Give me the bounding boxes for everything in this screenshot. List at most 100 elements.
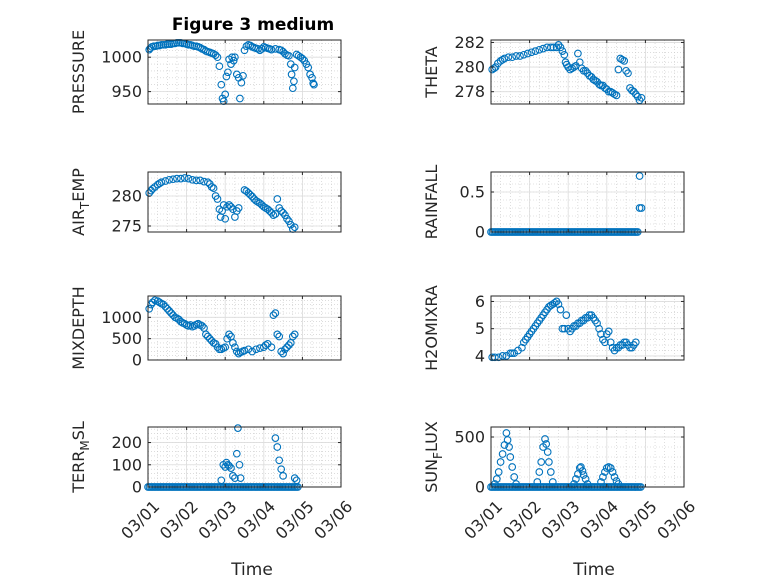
data-point: [275, 332, 284, 341]
data-point: [608, 89, 617, 97]
y-tick-label: 5: [475, 319, 485, 338]
data-point: [283, 343, 291, 352]
x-tick-label: 03/03: [537, 497, 583, 543]
data-point: [597, 330, 605, 338]
data-point: [512, 52, 520, 60]
y-axis-label: TERRMSL: [69, 421, 92, 494]
data-point: [229, 205, 237, 214]
data-point: [231, 343, 239, 352]
data-point: [601, 468, 609, 476]
data-point: [165, 40, 174, 48]
data-point: [232, 449, 241, 458]
data-point: [231, 53, 239, 62]
data-series: [144, 424, 302, 491]
data-point: [498, 352, 507, 360]
data-point: [620, 57, 629, 65]
minor-grid: [490, 426, 685, 488]
data-point: [180, 174, 189, 182]
data-point: [581, 475, 590, 483]
data-point: [629, 87, 638, 96]
data-point: [577, 64, 586, 73]
data-point: [546, 468, 555, 476]
data-point: [556, 305, 565, 314]
axes-box: [147, 295, 342, 361]
data-point: [545, 303, 553, 311]
data-point: [227, 464, 235, 472]
data-point: [631, 338, 640, 347]
data-point: [508, 53, 517, 62]
data-point: [275, 456, 284, 465]
data-point: [606, 464, 615, 472]
data-point: [176, 317, 185, 326]
x-tick-label: 03/04: [233, 497, 279, 543]
y-axis-label: RAINFALL: [422, 165, 441, 240]
data-point: [209, 184, 218, 193]
data-point: [180, 319, 189, 328]
data-point: [601, 338, 609, 347]
data-point: [574, 49, 582, 58]
data-point: [616, 54, 625, 63]
data-point: [256, 344, 264, 352]
data-point: [211, 51, 220, 59]
data-point: [308, 73, 316, 82]
data-point: [184, 174, 193, 183]
x-tick-label: 03/03: [194, 497, 240, 543]
data-point: [546, 301, 555, 310]
data-point: [242, 187, 251, 196]
data-point: [290, 77, 298, 86]
data-point: [176, 174, 185, 183]
data-point: [502, 429, 511, 437]
data-point: [221, 90, 230, 99]
y-axis-label: H2OMIXRA: [422, 285, 441, 371]
data-point: [223, 334, 231, 343]
subplot-pressure: 950 1000 PRESSURE: [69, 30, 342, 114]
data-point: [614, 65, 623, 74]
data-point: [159, 40, 168, 49]
data-series: [145, 38, 318, 106]
data-point: [222, 72, 231, 81]
x-axis-label-left: Time: [230, 560, 273, 580]
axes-box: [147, 171, 342, 233]
data-point: [221, 214, 230, 223]
data-point: [202, 330, 210, 339]
data-point: [585, 311, 594, 319]
data-point: [637, 93, 646, 102]
data-point: [213, 343, 222, 352]
data-point: [265, 207, 274, 215]
data-point: [510, 473, 519, 481]
data-point: [271, 309, 280, 317]
data-point: [309, 79, 318, 88]
y-tick-label: 4: [475, 346, 485, 365]
data-point: [224, 68, 232, 77]
minor-grid: [147, 295, 342, 361]
data-point: [545, 458, 553, 466]
x-tick-label: 03/01: [460, 497, 506, 543]
data-series: [487, 172, 646, 236]
data-point: [606, 338, 615, 347]
y-tick-label: 0.5: [460, 183, 485, 202]
x-tick-label: 03/06: [653, 497, 699, 543]
data-point: [232, 347, 241, 356]
data-point: [595, 324, 603, 333]
data-point: [203, 332, 212, 341]
y-tick-label: 500: [454, 428, 485, 447]
data-point: [190, 42, 199, 51]
x-tick-label: 03/05: [272, 497, 318, 543]
data-point: [542, 440, 551, 448]
data-point: [541, 435, 549, 443]
data-point: [286, 220, 295, 229]
axes-box: [490, 39, 685, 105]
data-point: [258, 45, 266, 53]
data-point: [269, 211, 278, 220]
data-point: [217, 345, 226, 354]
data-series: [487, 429, 645, 491]
data-point: [234, 204, 243, 212]
data-point: [622, 66, 630, 75]
subplot-air_temp: 275 280 AIRTEMP: [69, 168, 342, 236]
data-point: [236, 474, 245, 482]
data-point: [578, 467, 587, 475]
data-point: [562, 311, 571, 319]
data-point: [523, 49, 532, 58]
data-point: [602, 85, 611, 94]
x-tick-label: 03/04: [576, 497, 622, 543]
